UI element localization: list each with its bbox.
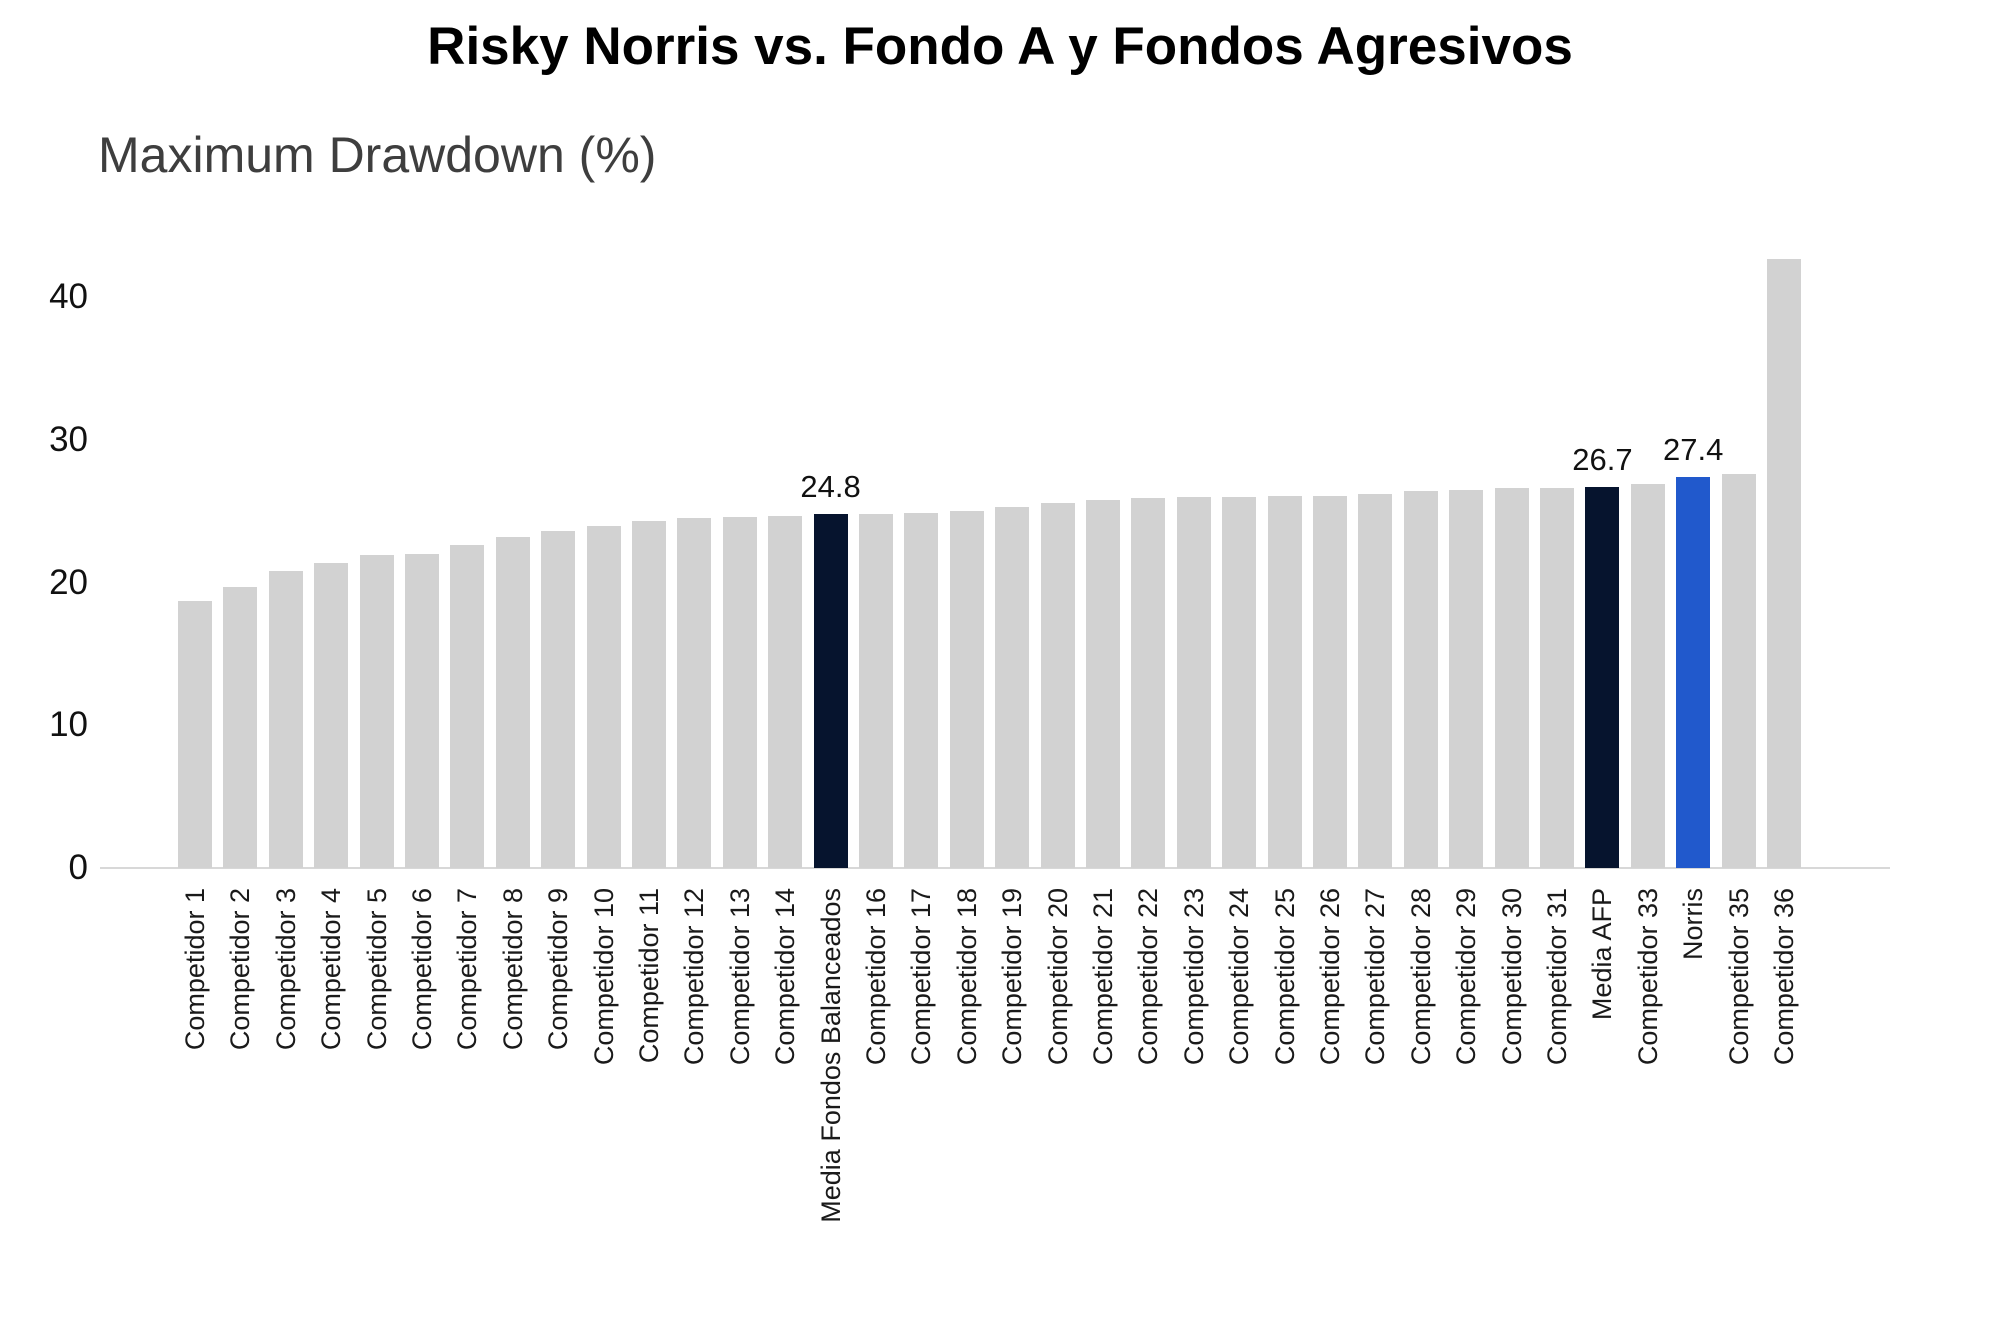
bar-competidor-1 <box>178 601 212 868</box>
x-label-competidor-21: Competidor 21 <box>1088 888 1118 1066</box>
bar-competidor-7 <box>450 545 485 868</box>
bar-competidor-35 <box>1721 474 1756 868</box>
y-tick-label-0: 0 <box>68 848 88 887</box>
bar-competidor-20 <box>1040 502 1075 868</box>
bar-competidor-8 <box>495 536 530 868</box>
bar-competidor-25 <box>1267 495 1302 868</box>
x-axis-line <box>100 867 1890 869</box>
x-label-competidor-22: Competidor 22 <box>1133 888 1164 1066</box>
bar-competidor-19 <box>995 506 1030 868</box>
x-label-competidor-36: Competidor 36 <box>1769 888 1799 1066</box>
y-axis-title: Maximum Drawdown (%) <box>98 127 657 183</box>
bar-competidor-26 <box>1313 495 1347 868</box>
x-label-media-afp: Media AFP <box>1587 888 1618 1021</box>
bar-competidor-36 <box>1767 258 1801 868</box>
bar-competidor-28 <box>1403 491 1438 868</box>
value-label-media-fondos-balanceados: 24.8 <box>800 469 861 505</box>
bar-competidor-14 <box>768 515 803 868</box>
bar-competidor-21 <box>1086 499 1120 868</box>
x-label-competidor-8: Competidor 8 <box>497 888 528 1051</box>
y-tick-label-40: 40 <box>49 277 88 317</box>
x-label-competidor-5: Competidor 5 <box>361 888 392 1051</box>
bar-competidor-11 <box>632 521 666 868</box>
x-label-competidor-1: Competidor 1 <box>180 888 210 1051</box>
bar-competidor-3 <box>268 571 303 868</box>
bar-competidor-31 <box>1540 488 1574 868</box>
x-label-norris: Norris <box>1678 888 1709 960</box>
x-label-competidor-27: Competidor 27 <box>1360 888 1391 1066</box>
bar-competidor-29 <box>1449 489 1484 868</box>
x-label-competidor-2: Competidor 2 <box>225 888 256 1051</box>
x-label-competidor-4: Competidor 4 <box>316 888 347 1051</box>
bar-competidor-23 <box>1176 496 1211 868</box>
bar-competidor-6 <box>405 554 439 868</box>
x-label-competidor-3: Competidor 3 <box>270 888 301 1051</box>
y-tick-label-10: 10 <box>49 705 88 745</box>
chart-title: Risky Norris vs. Fondo A y Fondos Agresi… <box>427 17 1573 76</box>
x-label-competidor-33: Competidor 33 <box>1632 888 1663 1066</box>
x-label-competidor-28: Competidor 28 <box>1405 888 1436 1066</box>
bar-competidor-4 <box>314 562 349 868</box>
bar-media-fondos-balanceados <box>813 514 848 868</box>
x-label-competidor-18: Competidor 18 <box>951 888 982 1066</box>
bar-competidor-2 <box>223 586 258 868</box>
bar-competidor-5 <box>359 555 394 868</box>
bar-competidor-16 <box>859 514 893 868</box>
x-label-competidor-26: Competidor 26 <box>1315 888 1345 1066</box>
bar-competidor-24 <box>1222 496 1257 868</box>
x-label-competidor-35: Competidor 35 <box>1723 888 1754 1066</box>
bar-competidor-27 <box>1358 494 1393 868</box>
bar-competidor-33 <box>1630 484 1665 868</box>
x-label-competidor-17: Competidor 17 <box>906 888 937 1066</box>
x-label-competidor-29: Competidor 29 <box>1451 888 1482 1066</box>
bar-norris <box>1676 477 1711 868</box>
bar-competidor-9 <box>541 531 576 868</box>
bar-competidor-22 <box>1131 498 1166 868</box>
value-label-norris: 27.4 <box>1663 432 1724 467</box>
x-label-competidor-11: Competidor 11 <box>634 888 664 1064</box>
x-label-competidor-13: Competidor 13 <box>724 888 755 1066</box>
y-tick-label-30: 30 <box>49 419 88 459</box>
bar-competidor-30 <box>1494 488 1529 868</box>
x-label-competidor-16: Competidor 16 <box>861 888 891 1066</box>
bar-competidor-18 <box>949 511 984 868</box>
x-label-competidor-19: Competidor 19 <box>997 888 1028 1066</box>
bar-competidor-17 <box>904 512 939 868</box>
x-label-competidor-7: Competidor 7 <box>452 888 483 1051</box>
bar-competidor-12 <box>677 518 712 868</box>
bar-competidor-13 <box>722 516 757 868</box>
x-label-competidor-23: Competidor 23 <box>1178 888 1209 1066</box>
y-tick-label-20: 20 <box>49 562 88 602</box>
x-label-competidor-20: Competidor 20 <box>1042 888 1073 1066</box>
x-label-competidor-25: Competidor 25 <box>1269 888 1300 1066</box>
x-label-competidor-12: Competidor 12 <box>679 888 710 1066</box>
value-label-media-afp: 26.7 <box>1572 441 1633 477</box>
x-label-competidor-10: Competidor 10 <box>588 888 619 1066</box>
x-label-media-fondos-balanceados: Media Fondos Balanceados <box>815 888 846 1223</box>
x-label-competidor-9: Competidor 9 <box>543 888 574 1051</box>
x-label-competidor-6: Competidor 6 <box>407 888 437 1051</box>
x-label-competidor-31: Competidor 31 <box>1542 888 1572 1066</box>
x-label-competidor-14: Competidor 14 <box>770 888 801 1066</box>
x-label-competidor-30: Competidor 30 <box>1496 888 1527 1066</box>
bar-competidor-10 <box>586 525 621 868</box>
x-label-competidor-24: Competidor 24 <box>1224 888 1255 1066</box>
bar-media-afp <box>1585 486 1620 868</box>
